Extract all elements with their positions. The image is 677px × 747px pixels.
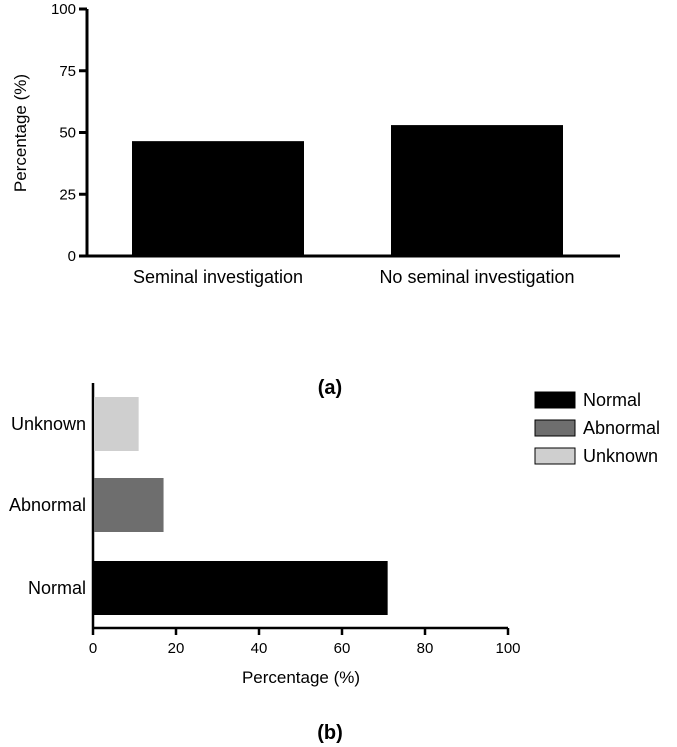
chart-b-bar xyxy=(94,561,388,615)
chart-b-x-tick-label: 60 xyxy=(334,640,351,657)
chart-b-x-tick-label: 40 xyxy=(251,640,268,657)
chart-a-y-tick-label: 0 xyxy=(68,248,76,265)
chart-b-category-label: Abnormal xyxy=(9,495,86,515)
legend-swatch xyxy=(534,391,576,409)
chart-b-category-label: Unknown xyxy=(11,414,86,434)
chart-a-category-label: Seminal investigation xyxy=(133,267,303,287)
chart-a-y-tick-label: 25 xyxy=(59,186,76,203)
chart-b-x-tick-label: 0 xyxy=(89,640,97,657)
panel-label-b: (b) xyxy=(317,722,343,744)
panel-label-a: (a) xyxy=(318,377,342,399)
chart-b-legend: Normal Abnormal Unknown xyxy=(534,390,660,466)
legend-swatch xyxy=(534,447,576,465)
chart-b-bar xyxy=(94,397,139,451)
chart-a-bar xyxy=(132,141,304,256)
chart-b-x-axis-title: Percentage (%) xyxy=(242,668,360,687)
chart-a-category-label: No seminal investigation xyxy=(379,267,574,287)
chart-a-y-axis-title: Percentage (%) xyxy=(11,74,30,192)
chart-a-bar xyxy=(391,125,563,256)
chart-b-bar xyxy=(94,478,164,532)
legend-label: Abnormal xyxy=(583,418,660,438)
legend-swatch xyxy=(534,419,576,437)
chart-a: Percentage (%) 0 25 50 75 100 Seminal invest… xyxy=(11,1,620,399)
chart-b-category-label: Normal xyxy=(28,578,86,598)
chart-a-y-tick-label: 75 xyxy=(59,63,76,80)
chart-a-y-tick-label: 50 xyxy=(59,125,76,142)
chart-a-y-tick-label: 100 xyxy=(51,1,76,18)
chart-b-x-tick-label: 20 xyxy=(168,640,185,657)
chart-b-x-tick-label: 80 xyxy=(417,640,434,657)
chart-b-x-tick-label: 100 xyxy=(495,640,520,657)
chart-b: Normal Abnormal Unknown 0 20 40 60 80 100 Perce… xyxy=(9,383,660,744)
legend-label: Normal xyxy=(583,390,641,410)
legend-label: Unknown xyxy=(583,446,658,466)
